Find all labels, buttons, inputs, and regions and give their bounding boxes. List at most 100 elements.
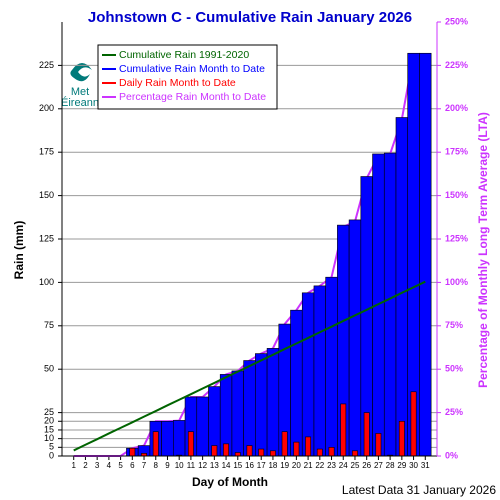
- y-tick-label: 20: [44, 416, 54, 426]
- bar: [313, 285, 326, 457]
- y-tick-label: 15: [44, 424, 54, 434]
- bar: [258, 448, 265, 457]
- bar: [246, 445, 253, 457]
- bar: [231, 370, 244, 457]
- bar: [281, 431, 288, 457]
- bar: [301, 292, 315, 457]
- y-tick-label: 0: [49, 450, 54, 460]
- bar: [223, 443, 229, 457]
- x-tick-label: 24: [339, 461, 348, 470]
- x-tick-label: 29: [397, 461, 406, 470]
- y-tick-label: 10: [44, 433, 54, 443]
- x-tick-label: 20: [292, 461, 301, 470]
- x-tick-label: 8: [154, 461, 159, 470]
- x-tick-label: 2: [83, 461, 88, 470]
- y-tick-label: 150: [39, 190, 54, 200]
- x-tick-label: 7: [142, 461, 147, 470]
- x-tick-label: 14: [222, 461, 231, 470]
- x-tick-label: 11: [187, 461, 196, 470]
- x-tick-label: 26: [362, 461, 371, 470]
- bar: [410, 391, 417, 457]
- x-tick-label: 22: [315, 461, 324, 470]
- y2-tick-label: 75%: [445, 320, 463, 330]
- bar: [161, 420, 174, 457]
- bar: [234, 452, 241, 457]
- y-tick-label: 175: [39, 147, 54, 157]
- bar: [211, 445, 218, 457]
- bar: [395, 117, 409, 457]
- y2-tick-label: 225%: [445, 60, 468, 70]
- bar: [173, 420, 186, 457]
- y-tick-label: 100: [39, 277, 54, 287]
- legend-label: Daily Rain Month to Date: [119, 77, 236, 89]
- x-tick-label: 17: [257, 461, 266, 470]
- x-tick-label: 12: [198, 461, 207, 470]
- chart-title: Johnstown C - Cumulative Rain January 20…: [88, 9, 412, 26]
- bar: [419, 52, 432, 457]
- x-tick-label: 16: [245, 461, 254, 470]
- x-tick-label: 3: [95, 461, 100, 470]
- y2-tick-label: 175%: [445, 147, 468, 157]
- bar: [266, 348, 280, 457]
- x-tick-label: 10: [175, 461, 184, 470]
- bar: [375, 433, 382, 457]
- bar: [293, 441, 300, 457]
- x-tick-label: 13: [210, 461, 219, 470]
- bar: [243, 360, 256, 457]
- x-tick-label: 4: [107, 461, 112, 470]
- bar: [352, 450, 358, 457]
- y2-tick-label: 150%: [445, 190, 468, 200]
- x-tick-label: 18: [268, 461, 277, 470]
- logo-text: Éireann: [61, 96, 99, 109]
- x-tick-label: 15: [233, 461, 242, 470]
- y-tick-label: 75: [44, 320, 54, 330]
- y2-tick-label: 25%: [445, 407, 463, 417]
- logo-text: Met: [71, 86, 89, 98]
- y2-tick-label: 125%: [445, 233, 468, 243]
- y2-tick-label: 50%: [445, 364, 463, 374]
- bar: [363, 412, 370, 457]
- y-tick-label: 25: [44, 407, 54, 417]
- logo-swirl: [70, 63, 92, 82]
- x-tick-label: 21: [304, 461, 313, 470]
- y2-tick-label: 100%: [445, 277, 468, 287]
- x-tick-label: 31: [421, 461, 430, 470]
- legend-label: Cumulative Rain 1991-2020: [119, 49, 249, 61]
- bar: [270, 450, 276, 457]
- bar: [152, 431, 159, 457]
- x-tick-label: 9: [165, 461, 170, 470]
- bar: [187, 431, 194, 457]
- y-tick-label: 50: [44, 364, 54, 374]
- bar: [383, 152, 397, 457]
- y-axis-label: Rain (mm): [12, 221, 26, 280]
- bar: [348, 219, 362, 457]
- x-tick-label: 23: [327, 461, 336, 470]
- x-tick-label: 30: [409, 461, 418, 470]
- y-tick-label: 125: [39, 233, 54, 243]
- line: [73, 280, 426, 452]
- bar: [325, 276, 338, 457]
- bar: [129, 447, 136, 457]
- legend-box: [97, 44, 278, 110]
- legend-label: Cumulative Rain Month to Date: [119, 63, 265, 75]
- x-tick-label: 28: [386, 461, 395, 470]
- y2-axis-label: Percentage of Monthly Long Term Average …: [476, 112, 490, 388]
- x-tick-label: 6: [130, 461, 135, 470]
- bar: [316, 448, 323, 457]
- x-tick-label: 25: [351, 461, 360, 470]
- y2-tick-label: 250%: [445, 16, 468, 26]
- x-tick-label: 27: [374, 461, 383, 470]
- bar: [398, 420, 405, 457]
- bar: [196, 396, 209, 457]
- footer: Latest Data 31 January 2026: [342, 483, 496, 497]
- bar: [290, 309, 303, 457]
- y-tick-label: 225: [39, 60, 54, 70]
- y2-tick-label: 0%: [445, 450, 458, 460]
- y2-tick-label: 200%: [445, 103, 468, 113]
- bar: [328, 447, 335, 457]
- x-tick-label: 5: [118, 461, 123, 470]
- bar: [255, 353, 268, 457]
- legend-label: Percentage Rain Month to Date: [119, 91, 266, 103]
- y-tick-label: 200: [39, 103, 54, 113]
